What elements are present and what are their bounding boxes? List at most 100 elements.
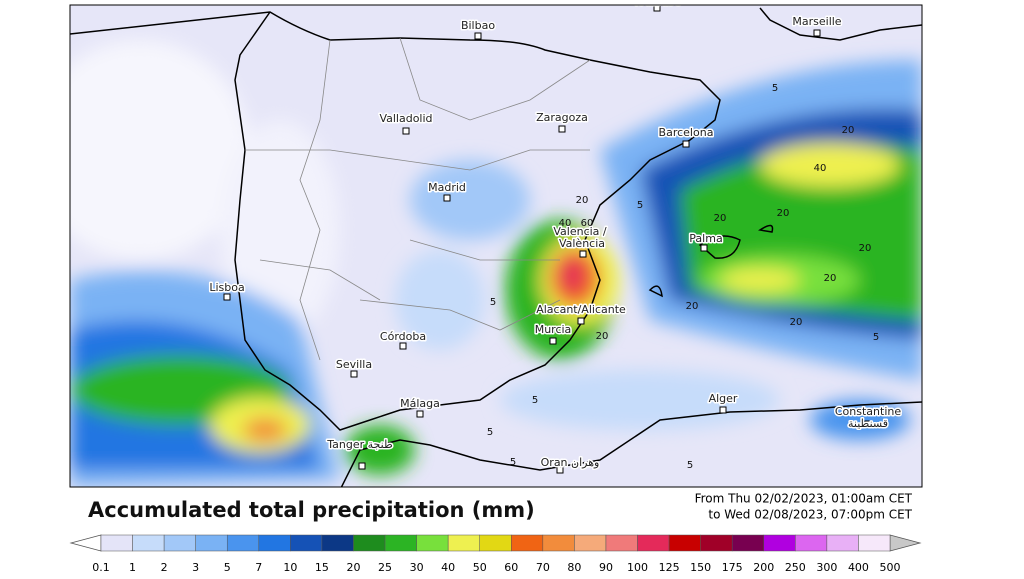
contour-label: 20 (596, 331, 609, 342)
colorbar-label: 400 (848, 561, 869, 574)
colorbar-bin (290, 534, 323, 552)
city-label: Córdoba (380, 330, 426, 343)
date-from: From Thu 02/02/2023, 01:00am CET (695, 492, 913, 506)
city-label: Bilbao (461, 19, 495, 32)
contour-label: 5 (772, 83, 778, 94)
city-marker (558, 125, 566, 133)
colorbar-label: 40 (441, 561, 455, 574)
city-marker (813, 29, 821, 37)
city-label: Valladolid (379, 112, 432, 125)
colorbar-label: 125 (659, 561, 680, 574)
colorbar-label: 90 (599, 561, 613, 574)
colorbar-label: 250 (785, 561, 806, 574)
colorbar-bin (479, 534, 512, 552)
colorbar-label: 2 (161, 561, 168, 574)
colorbar-label: 500 (880, 561, 901, 574)
colorbar-bin (353, 534, 386, 552)
contour-label: 5 (490, 297, 496, 308)
city-marker (350, 370, 358, 378)
colorbar-bin (763, 534, 796, 552)
colorbar-bin (668, 534, 701, 552)
title: Accumulated total precipitation (mm) (88, 498, 535, 522)
contour-label: 5 (532, 395, 538, 406)
contour-label: 40 (559, 218, 572, 229)
colorbar-over (889, 534, 922, 552)
city-label: قسنطينة (848, 417, 888, 430)
contour-label: 20 (824, 273, 837, 284)
city-label: Constantine (835, 405, 901, 418)
city-marker (416, 410, 424, 418)
contour-label: 20 (859, 243, 872, 254)
contour-label: 40 (814, 163, 827, 174)
city-marker (549, 337, 557, 345)
colorbar-label: 5 (224, 561, 231, 574)
contour-label: 5 (510, 457, 516, 468)
colorbar-label: 15 (315, 561, 329, 574)
colorbar-bin (826, 534, 859, 552)
city-label: Barcelona (659, 126, 714, 139)
city-marker (579, 250, 587, 258)
date-to: to Wed 02/08/2023, 07:00pm CET (708, 508, 912, 522)
colorbar-label: 200 (753, 561, 774, 574)
colorbar-bin (731, 534, 765, 552)
contour-label: 20 (686, 301, 699, 312)
colorbar-bin (574, 534, 607, 552)
colorbar-under (69, 534, 102, 552)
colorbar-bin (858, 534, 891, 552)
colorbar-bin (511, 534, 544, 552)
contour-label: 5 (637, 200, 643, 211)
contour-label: 5 (873, 332, 879, 343)
colorbar-bin (163, 534, 196, 552)
colorbar-bin (637, 534, 670, 552)
city-marker (700, 244, 708, 252)
contour-label: 20 (790, 317, 803, 328)
city-label: València (559, 237, 605, 250)
colorbar-label: 175 (722, 561, 743, 574)
colorbar-label: 30 (410, 561, 424, 574)
map: Toulouse Bilbao Marseille Valladolid Zaragoz… (70, 0, 922, 487)
colorbar-bin (132, 534, 165, 552)
city-label: Sevilla (336, 358, 372, 371)
contour-label: 5 (687, 460, 693, 471)
colorbar-label: 100 (627, 561, 648, 574)
city-label: Málaga (400, 397, 440, 410)
colorbar-label: 60 (504, 561, 518, 574)
colorbar-bin (700, 534, 733, 552)
colorbar-label: 25 (378, 561, 392, 574)
colorbar-label: 70 (536, 561, 550, 574)
city-marker (402, 127, 410, 135)
city-marker (682, 140, 690, 148)
colorbar-label: 50 (473, 561, 487, 574)
city-marker (223, 293, 231, 301)
city-marker (719, 406, 727, 414)
colorbar-bin (100, 534, 133, 552)
city-label: Tanger طنجة (326, 438, 393, 451)
colorbar: 0.1 1 2 3 5 7 10 15 20 25 30 40 50 60 70 80 90 100 125 150 1… (69, 534, 922, 574)
colorbar-label: 150 (690, 561, 711, 574)
colorbar-label: 3 (192, 561, 199, 574)
city-marker (556, 466, 564, 474)
colorbar-bin (542, 534, 575, 552)
colorbar-bin (321, 534, 354, 552)
colorbar-label: 7 (255, 561, 262, 574)
colorbar-bin (447, 534, 480, 552)
contour-label: 60 (581, 218, 594, 229)
city-label: Lisboa (209, 281, 244, 294)
city-label: Toulouse (632, 0, 681, 8)
city-marker (864, 420, 872, 428)
colorbar-bin (416, 534, 449, 552)
colorbar-bin (226, 534, 260, 552)
city-marker (399, 342, 407, 350)
city-label: Marseille (792, 15, 841, 28)
city-label: Zaragoza (536, 111, 588, 124)
colorbar-bin (384, 534, 417, 552)
colorbar-bin (258, 534, 291, 552)
city-label: Valencia / (553, 225, 607, 238)
city-marker (474, 32, 482, 40)
city-label: Alger (709, 392, 738, 405)
contour-label: 5 (487, 427, 493, 438)
map-frame (69, 4, 923, 488)
colorbar-label: 300 (816, 561, 837, 574)
